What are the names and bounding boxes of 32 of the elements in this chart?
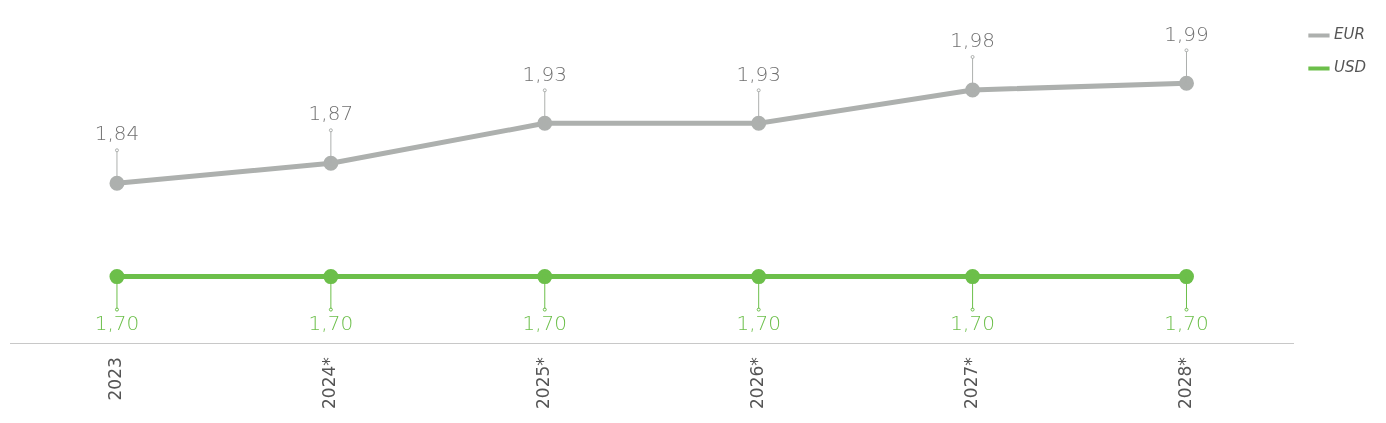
- point: [537, 115, 553, 131]
- x-tick-label: 2028*: [1174, 357, 1195, 409]
- data-label: 1,70: [1164, 310, 1209, 335]
- point: [109, 269, 125, 285]
- point: [323, 155, 339, 171]
- point: [109, 175, 125, 191]
- data-label: 1,70: [308, 310, 354, 335]
- legend-label: EUR: [1333, 25, 1365, 44]
- data-label: 1,87: [308, 101, 354, 126]
- data-label: 1,93: [736, 61, 781, 86]
- point: [323, 269, 339, 285]
- point: [751, 269, 767, 285]
- point: [965, 82, 981, 98]
- point: [751, 115, 767, 131]
- point: [1178, 75, 1194, 91]
- point: [537, 269, 553, 285]
- data-label: 1,98: [950, 28, 995, 53]
- data-label: 1,99: [1164, 21, 1209, 46]
- x-tick-label: 2026*: [747, 357, 768, 409]
- data-label: 1,70: [736, 310, 781, 335]
- data-label: 1,70: [522, 310, 568, 335]
- x-tick-label: 2025*: [533, 357, 554, 409]
- x-tick-label: 2024*: [319, 357, 340, 409]
- point: [1178, 269, 1194, 285]
- data-label: 1,70: [950, 310, 995, 335]
- legend-label: USD: [1333, 58, 1367, 77]
- x-tick-label: 2023: [105, 357, 126, 401]
- x-tick-label: 2027*: [961, 357, 982, 409]
- data-label: 1,93: [522, 61, 568, 86]
- data-label: 1,84: [94, 121, 140, 146]
- point: [965, 269, 981, 285]
- data-label: 1,70: [94, 310, 140, 335]
